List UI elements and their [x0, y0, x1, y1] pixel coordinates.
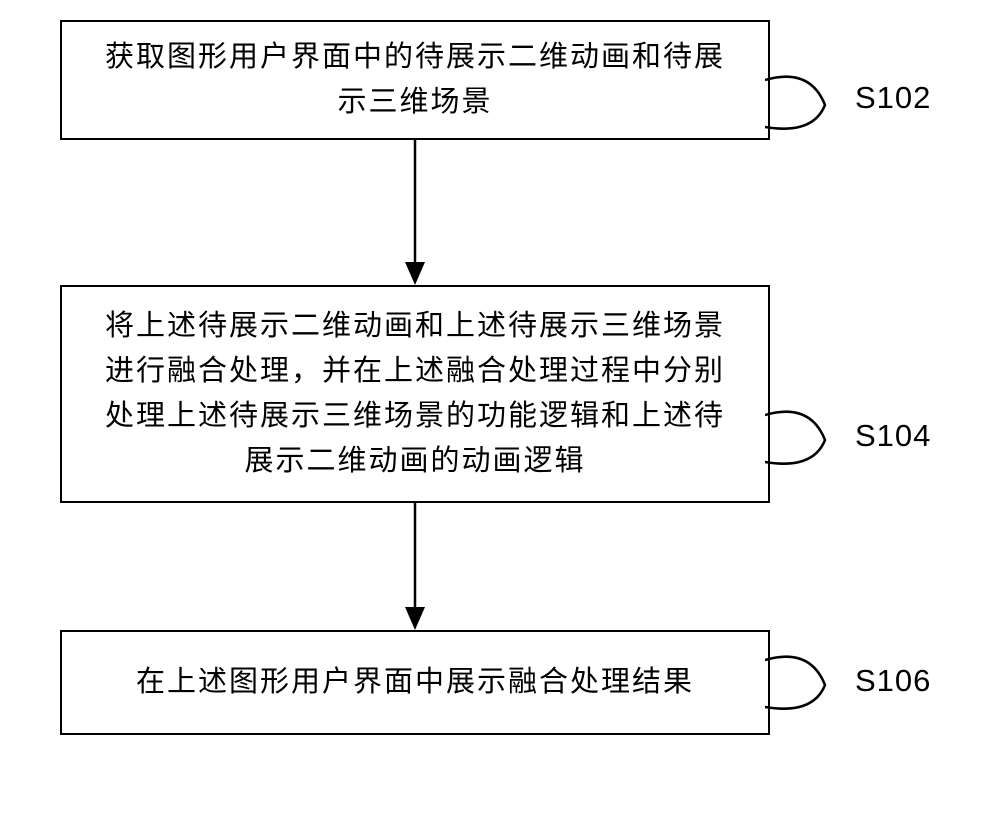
arrow-2-to-3 — [400, 503, 430, 630]
step-3-label: S106 — [855, 663, 931, 699]
step-2-label: S104 — [855, 418, 931, 454]
flowchart-step-3: 在上述图形用户界面中展示融合处理结果 — [60, 630, 770, 735]
step-1-label: S102 — [855, 80, 931, 116]
flowchart-step-2: 将上述待展示二维动画和上述待展示三维场景进行融合处理，并在上述融合处理过程中分别… — [60, 285, 770, 503]
connector-curve-1 — [765, 75, 845, 135]
connector-curve-3 — [765, 655, 845, 715]
step-3-text: 在上述图形用户界面中展示融合处理结果 — [136, 660, 694, 705]
flowchart-step-1: 获取图形用户界面中的待展示二维动画和待展示三维场景 — [60, 20, 770, 140]
arrow-1-to-2 — [400, 140, 430, 285]
connector-curve-2 — [765, 410, 845, 470]
step-1-text: 获取图形用户界面中的待展示二维动画和待展示三维场景 — [92, 35, 738, 125]
step-2-text: 将上述待展示二维动画和上述待展示三维场景进行融合处理，并在上述融合处理过程中分别… — [92, 304, 738, 484]
